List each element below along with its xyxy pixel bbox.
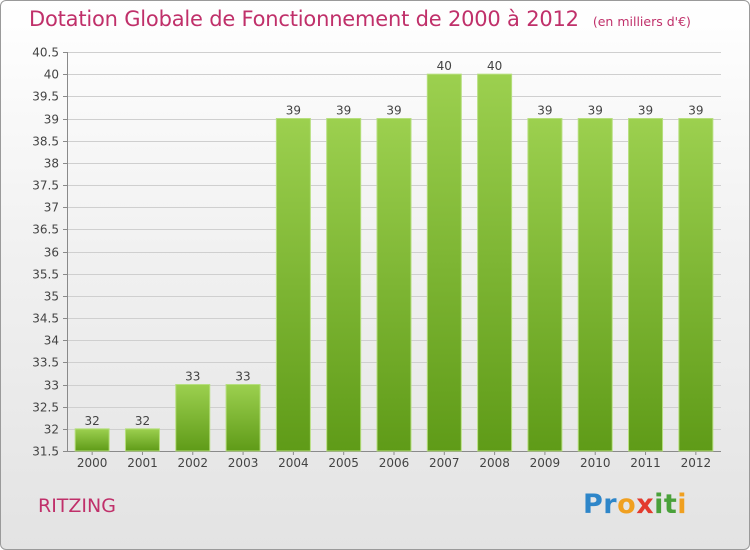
data-label: 39: [537, 104, 552, 118]
y-tick-label: 34: [44, 334, 59, 348]
y-tick-label: 34.5: [32, 312, 59, 326]
y-tick-label: 35.5: [32, 268, 59, 282]
x-tick-label: 2006: [379, 456, 410, 470]
bar: [527, 118, 563, 452]
y-tick-label: 38: [44, 157, 59, 171]
bar: [124, 428, 160, 452]
x-tick-label: 2002: [177, 456, 208, 470]
bar: [426, 73, 462, 452]
proxiti-logo[interactable]: Proxiti: [583, 489, 687, 520]
logo-letter: t: [663, 489, 678, 520]
x-tick-label: 2005: [328, 456, 359, 470]
y-tick-label: 40.5: [32, 46, 59, 60]
y-tick-label: 38.5: [32, 135, 59, 149]
data-label: 33: [185, 370, 200, 384]
data-label: 39: [638, 104, 653, 118]
data-label: 39: [688, 104, 703, 118]
data-label: 40: [437, 59, 452, 73]
x-tick-label: 2011: [630, 456, 661, 470]
data-labels: 32 32 33 33 39 39 39 40 40 39 39 39 39: [85, 59, 704, 428]
bar: [678, 118, 714, 452]
logo-letter: x: [636, 489, 655, 520]
x-tick-label: 2010: [580, 456, 611, 470]
bar: [326, 118, 362, 452]
logo-letter: i: [677, 489, 688, 520]
bar: [376, 118, 412, 452]
x-tick-label: 2012: [681, 456, 712, 470]
logo-letter: o: [617, 489, 637, 520]
y-tick-label: 36.5: [32, 223, 59, 237]
data-label: 33: [235, 370, 250, 384]
x-tick-label: 2008: [479, 456, 510, 470]
y-tick-label: 37: [44, 201, 59, 215]
data-label: 39: [386, 104, 401, 118]
data-label: 39: [336, 104, 351, 118]
y-tick-label: 39.5: [32, 90, 59, 104]
chart-title: Dotation Globale de Fonctionnement de 20…: [29, 7, 579, 31]
y-tick-label: 33.5: [32, 356, 59, 370]
x-tick-labels: 2000 2001 2002 2003 2004 2005 2006 2007 2008 2009…: [77, 456, 711, 470]
data-label: 32: [135, 414, 150, 428]
bar: [275, 118, 311, 452]
y-tick-label: 32: [44, 423, 59, 437]
logo-letter: r: [603, 489, 618, 520]
logo-letter: i: [654, 489, 664, 520]
data-label: 39: [588, 104, 603, 118]
x-tick-label: 2003: [228, 456, 259, 470]
y-tick-label: 40: [44, 68, 59, 82]
logo-letter: P: [583, 489, 604, 520]
y-tick-label: 33: [44, 379, 59, 393]
bar: [225, 384, 261, 452]
y-tick-label: 37.5: [32, 179, 59, 193]
y-tick-label: 31.5: [32, 445, 59, 459]
y-tick-label: 35: [44, 290, 59, 304]
bar: [74, 428, 110, 452]
x-tick-label: 2004: [278, 456, 309, 470]
data-label: 40: [487, 59, 502, 73]
bars: [74, 73, 714, 452]
commune-name: RITZING: [38, 495, 116, 517]
title-row: Dotation Globale de Fonctionnement de 20…: [29, 7, 691, 31]
bar: [175, 384, 211, 452]
data-label: 32: [85, 414, 100, 428]
x-tick-label: 2001: [127, 456, 158, 470]
x-tick-label: 2009: [530, 456, 561, 470]
y-tick-label: 36: [44, 246, 59, 260]
y-tick-labels: 31.5 32 32.5 33 33.5 34 34.5 35 35.5 36 36.5 37 37.5…: [32, 46, 59, 459]
x-tick-label: 2007: [429, 456, 460, 470]
unit-note: (en milliers d'€): [592, 14, 691, 29]
y-tick-label: 39: [44, 113, 59, 127]
bar: [577, 118, 613, 452]
bar: [477, 73, 513, 452]
data-label: 39: [286, 104, 301, 118]
bar: [628, 118, 664, 452]
y-tick-label: 32.5: [32, 401, 59, 415]
x-tick-label: 2000: [77, 456, 108, 470]
